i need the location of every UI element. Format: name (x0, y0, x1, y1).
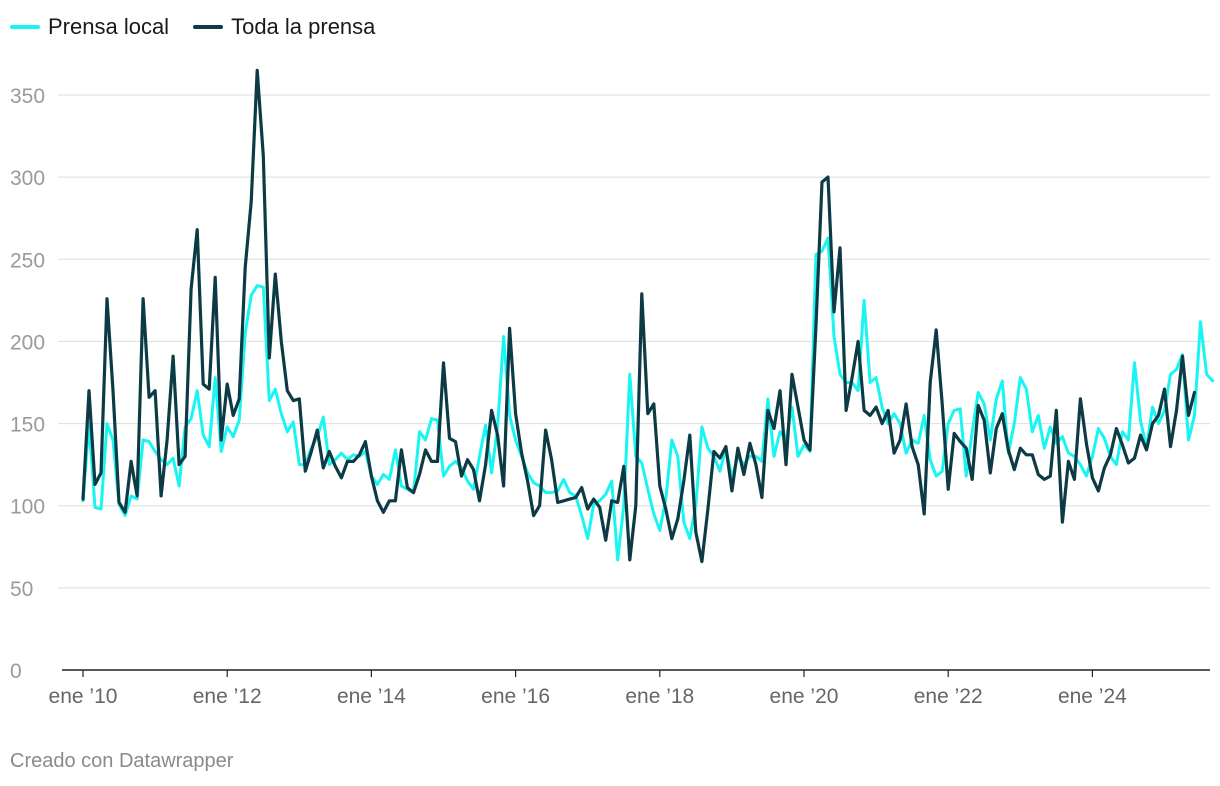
x-tick-label-2020: ene ’20 (770, 685, 839, 708)
series-line-prensa-local (81, 236, 1215, 562)
y-tick-label-300: 300 (10, 167, 45, 190)
y-tick-label-350: 350 (10, 85, 45, 108)
y-tick-label-0: 0 (10, 660, 22, 683)
y-tick-label-250: 250 (10, 249, 45, 272)
legend-swatch-all (193, 25, 224, 29)
x-tick-label-2010: ene ’10 (49, 685, 118, 708)
legend-label-all: Toda la prensa (231, 14, 376, 39)
legend-item-local: Prensa local (10, 14, 169, 40)
y-tick-label-150: 150 (10, 414, 45, 437)
y-tick-label-100: 100 (10, 496, 45, 519)
y-tick-label-200: 200 (10, 331, 45, 354)
legend-label-local: Prensa local (48, 14, 170, 39)
x-tick-label-2012: ene ’12 (193, 685, 262, 708)
y-tick-label-50: 50 (10, 578, 33, 601)
x-tick-label-2024: ene ’24 (1058, 685, 1127, 708)
x-tick-label-2022: ene ’22 (914, 685, 983, 708)
series-line-toda-la-prensa (81, 68, 1197, 564)
legend-swatch-local (10, 25, 40, 29)
x-tick-label-2016: ene ’16 (481, 685, 550, 708)
x-tick-label-2018: ene ’18 (625, 685, 694, 708)
legend-item-all: Toda la prensa (193, 14, 375, 40)
legend: Prensa local Toda la prensa (10, 14, 375, 40)
x-tick-label-2014: ene ’14 (337, 685, 406, 708)
footer-credit: Creado con Datawrapper (10, 750, 234, 772)
